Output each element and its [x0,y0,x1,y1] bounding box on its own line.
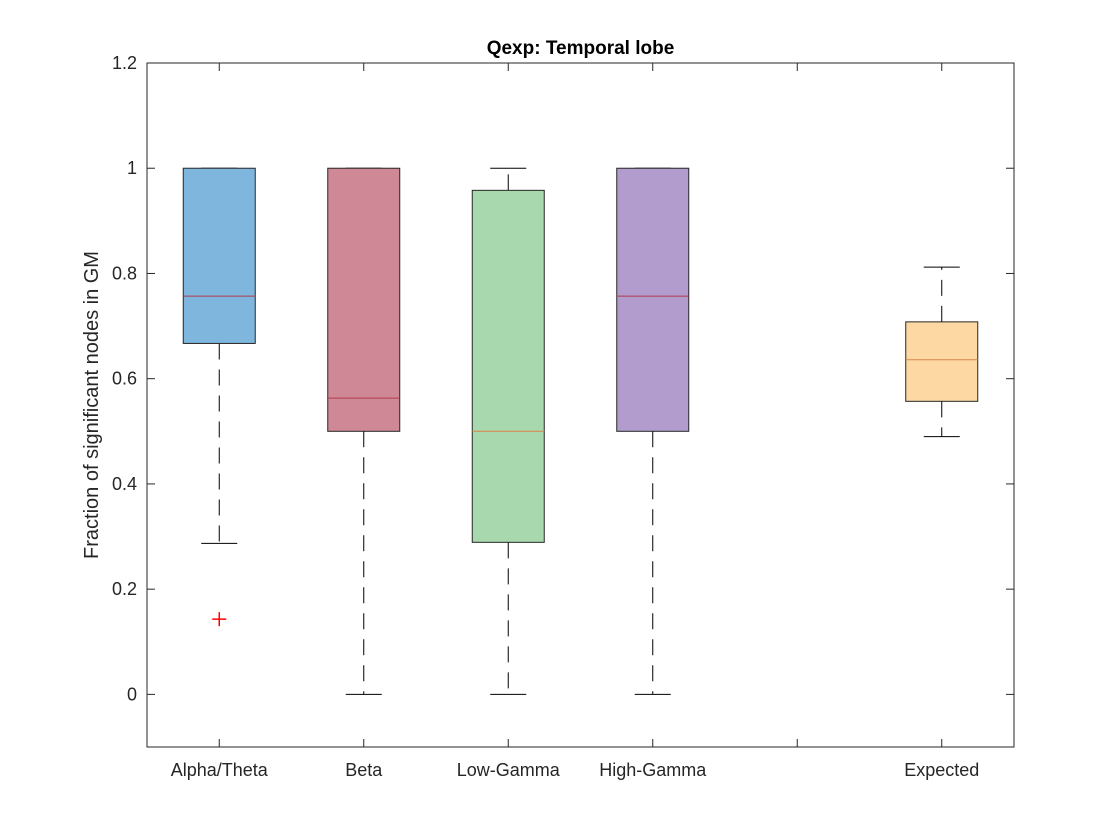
box-group [327,167,401,695]
boxes-layer [182,167,979,695]
y-tick-label: 1.2 [112,53,137,73]
x-tick-label: High-Gamma [599,760,707,780]
y-tick-label: 1 [127,158,137,178]
box-group [905,266,979,438]
box-group [182,167,256,627]
box [905,321,979,402]
x-tick-label: Alpha/Theta [171,760,269,780]
x-tick-label: Beta [345,760,383,780]
box [327,167,401,432]
box-group [616,167,690,695]
box [471,189,545,543]
y-tick-label: 0.6 [112,369,137,389]
box-group [471,167,545,695]
y-tick-label: 0 [127,684,137,704]
x-tick-label: Low-Gamma [457,760,561,780]
box [616,167,690,432]
outlier-marker [212,612,227,627]
y-axis-title: Fraction of significant nodes in GM [81,251,103,559]
x-tick-label: Expected [904,760,979,780]
y-tick-label: 0.2 [112,579,137,599]
ticks-layer: 0 0.2 0.4 0.6 0.8 1 1.2 Alpha/Theta Beta Low-Gamm… [112,53,1014,780]
chart-title: Qexp: Temporal lobe [487,38,675,59]
y-tick-label: 0.4 [112,474,137,494]
y-tick-label: 0.8 [112,263,137,283]
plot-area [146,62,1015,748]
box [182,167,256,344]
